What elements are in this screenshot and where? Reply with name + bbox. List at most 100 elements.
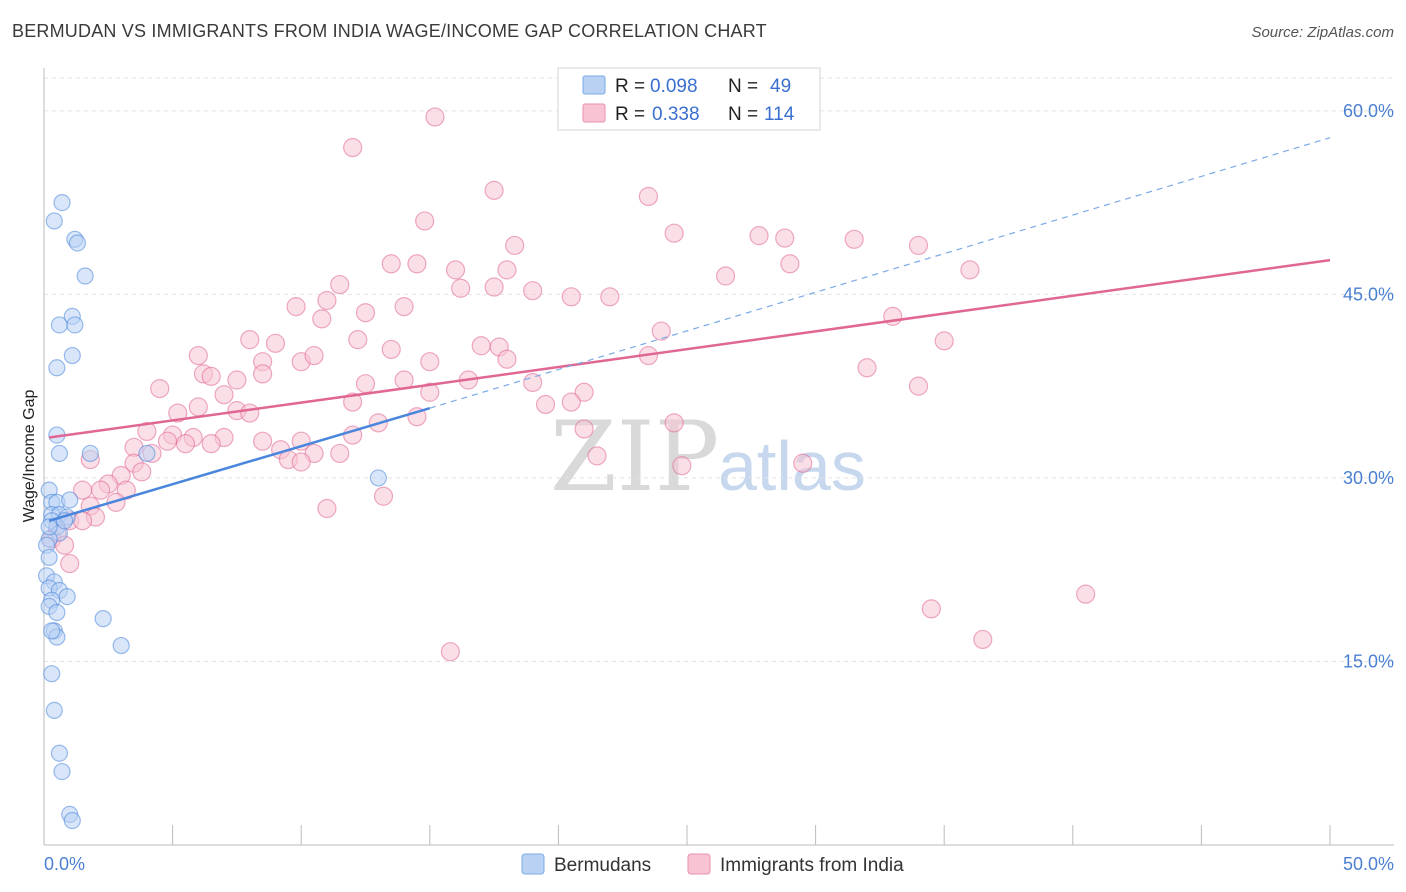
data-point: [291, 452, 311, 472]
data-point: [973, 629, 993, 650]
data-point: [214, 385, 234, 405]
data-point: [50, 744, 69, 762]
stats-r-label-bermudans: R =: [615, 76, 645, 97]
data-point: [240, 403, 260, 423]
data-point: [857, 358, 877, 378]
data-point: [227, 370, 247, 390]
chart-title: BERMUDAN VS IMMIGRANTS FROM INDIA WAGE/I…: [12, 21, 767, 41]
stats-r-label-india: R =: [615, 104, 645, 125]
grid-lines: [44, 77, 1394, 662]
data-point: [312, 309, 332, 329]
data-point: [844, 229, 864, 249]
data-point: [381, 254, 401, 274]
data-point: [150, 378, 170, 399]
axes: [43, 68, 1394, 846]
data-point: [201, 366, 221, 386]
data-point: [960, 260, 980, 280]
x-axis-ticks: [43, 825, 1331, 845]
data-point: [484, 277, 504, 297]
data-point: [61, 491, 79, 509]
data-point: [373, 486, 394, 506]
stats-r-value-bermudans: 0.098: [650, 76, 698, 97]
data-point: [48, 359, 66, 377]
data-point: [369, 469, 387, 487]
data-point: [188, 345, 208, 366]
data-point: [355, 303, 376, 323]
data-point: [934, 331, 954, 351]
data-point: [45, 701, 63, 720]
data-point: [72, 511, 93, 531]
data-point: [63, 346, 81, 365]
y-tick-label: 30.0%: [1343, 468, 1394, 488]
trend-lines: [48, 137, 1331, 522]
source-label: Source: ZipAtlas.com: [1251, 24, 1394, 41]
data-point: [66, 316, 84, 334]
y-tick-label: 15.0%: [1343, 651, 1394, 671]
data-point: [348, 330, 368, 350]
data-point: [780, 254, 800, 274]
data-point: [253, 431, 273, 451]
data-point: [112, 636, 130, 655]
data-point: [587, 446, 607, 466]
data-point: [535, 394, 556, 415]
data-point: [76, 267, 94, 285]
data-point: [72, 480, 93, 500]
data-point: [908, 235, 929, 256]
y-axis-title: Wage/Income Gap: [21, 390, 38, 523]
watermark-atlas: atlas: [718, 427, 866, 505]
data-point: [253, 364, 273, 384]
data-point: [381, 339, 401, 360]
data-point: [420, 382, 440, 402]
data-point: [53, 193, 71, 212]
data-point: [445, 260, 466, 280]
data-point: [265, 333, 286, 353]
data-point: [48, 603, 66, 622]
data-point: [58, 588, 76, 606]
data-point: [574, 419, 594, 439]
data-point: [497, 349, 517, 369]
data-point: [188, 397, 208, 417]
stats-n-value-bermudans: 49: [770, 76, 791, 97]
stats-legend-swatch-india: [582, 103, 606, 123]
data-point: [497, 260, 517, 280]
data-point: [749, 226, 769, 246]
data-point: [921, 599, 941, 619]
data-point: [672, 456, 692, 476]
series-india-points: [42, 107, 1096, 662]
data-point: [775, 228, 795, 248]
stats-r-value-india: 0.338: [652, 104, 700, 125]
y-axis-tick-labels: 15.0% 30.0% 45.0% 60.0%: [1343, 101, 1394, 672]
watermark-zip: ZIP: [550, 401, 719, 513]
data-point: [132, 462, 152, 482]
data-point: [523, 372, 543, 393]
data-point: [304, 345, 324, 366]
data-point: [40, 518, 58, 536]
data-point: [664, 223, 684, 243]
series-bermudans-points: [37, 193, 387, 830]
data-point: [664, 413, 684, 433]
data-point: [715, 266, 736, 286]
data-point: [45, 212, 63, 230]
trend-line-bermudans-extension: [429, 137, 1331, 409]
stats-n-label-india: N =: [728, 104, 758, 125]
data-point: [908, 376, 929, 396]
data-point: [168, 403, 188, 423]
data-point: [40, 548, 58, 567]
data-point: [343, 137, 363, 158]
trend-line-bermudans: [48, 406, 431, 522]
data-point: [561, 392, 581, 412]
data-point: [561, 287, 581, 307]
data-point: [330, 274, 350, 295]
data-point: [137, 421, 157, 442]
data-point: [50, 444, 69, 463]
legend-label-bermudans: Bermudans: [554, 855, 651, 876]
data-point: [43, 622, 61, 640]
data-point: [90, 480, 111, 500]
data-point: [651, 321, 671, 341]
data-point: [505, 235, 525, 256]
data-point: [1076, 584, 1096, 604]
stats-legend-swatch-bermudans: [582, 75, 606, 95]
data-point: [355, 374, 376, 394]
data-point: [157, 431, 178, 451]
data-point: [330, 443, 350, 464]
